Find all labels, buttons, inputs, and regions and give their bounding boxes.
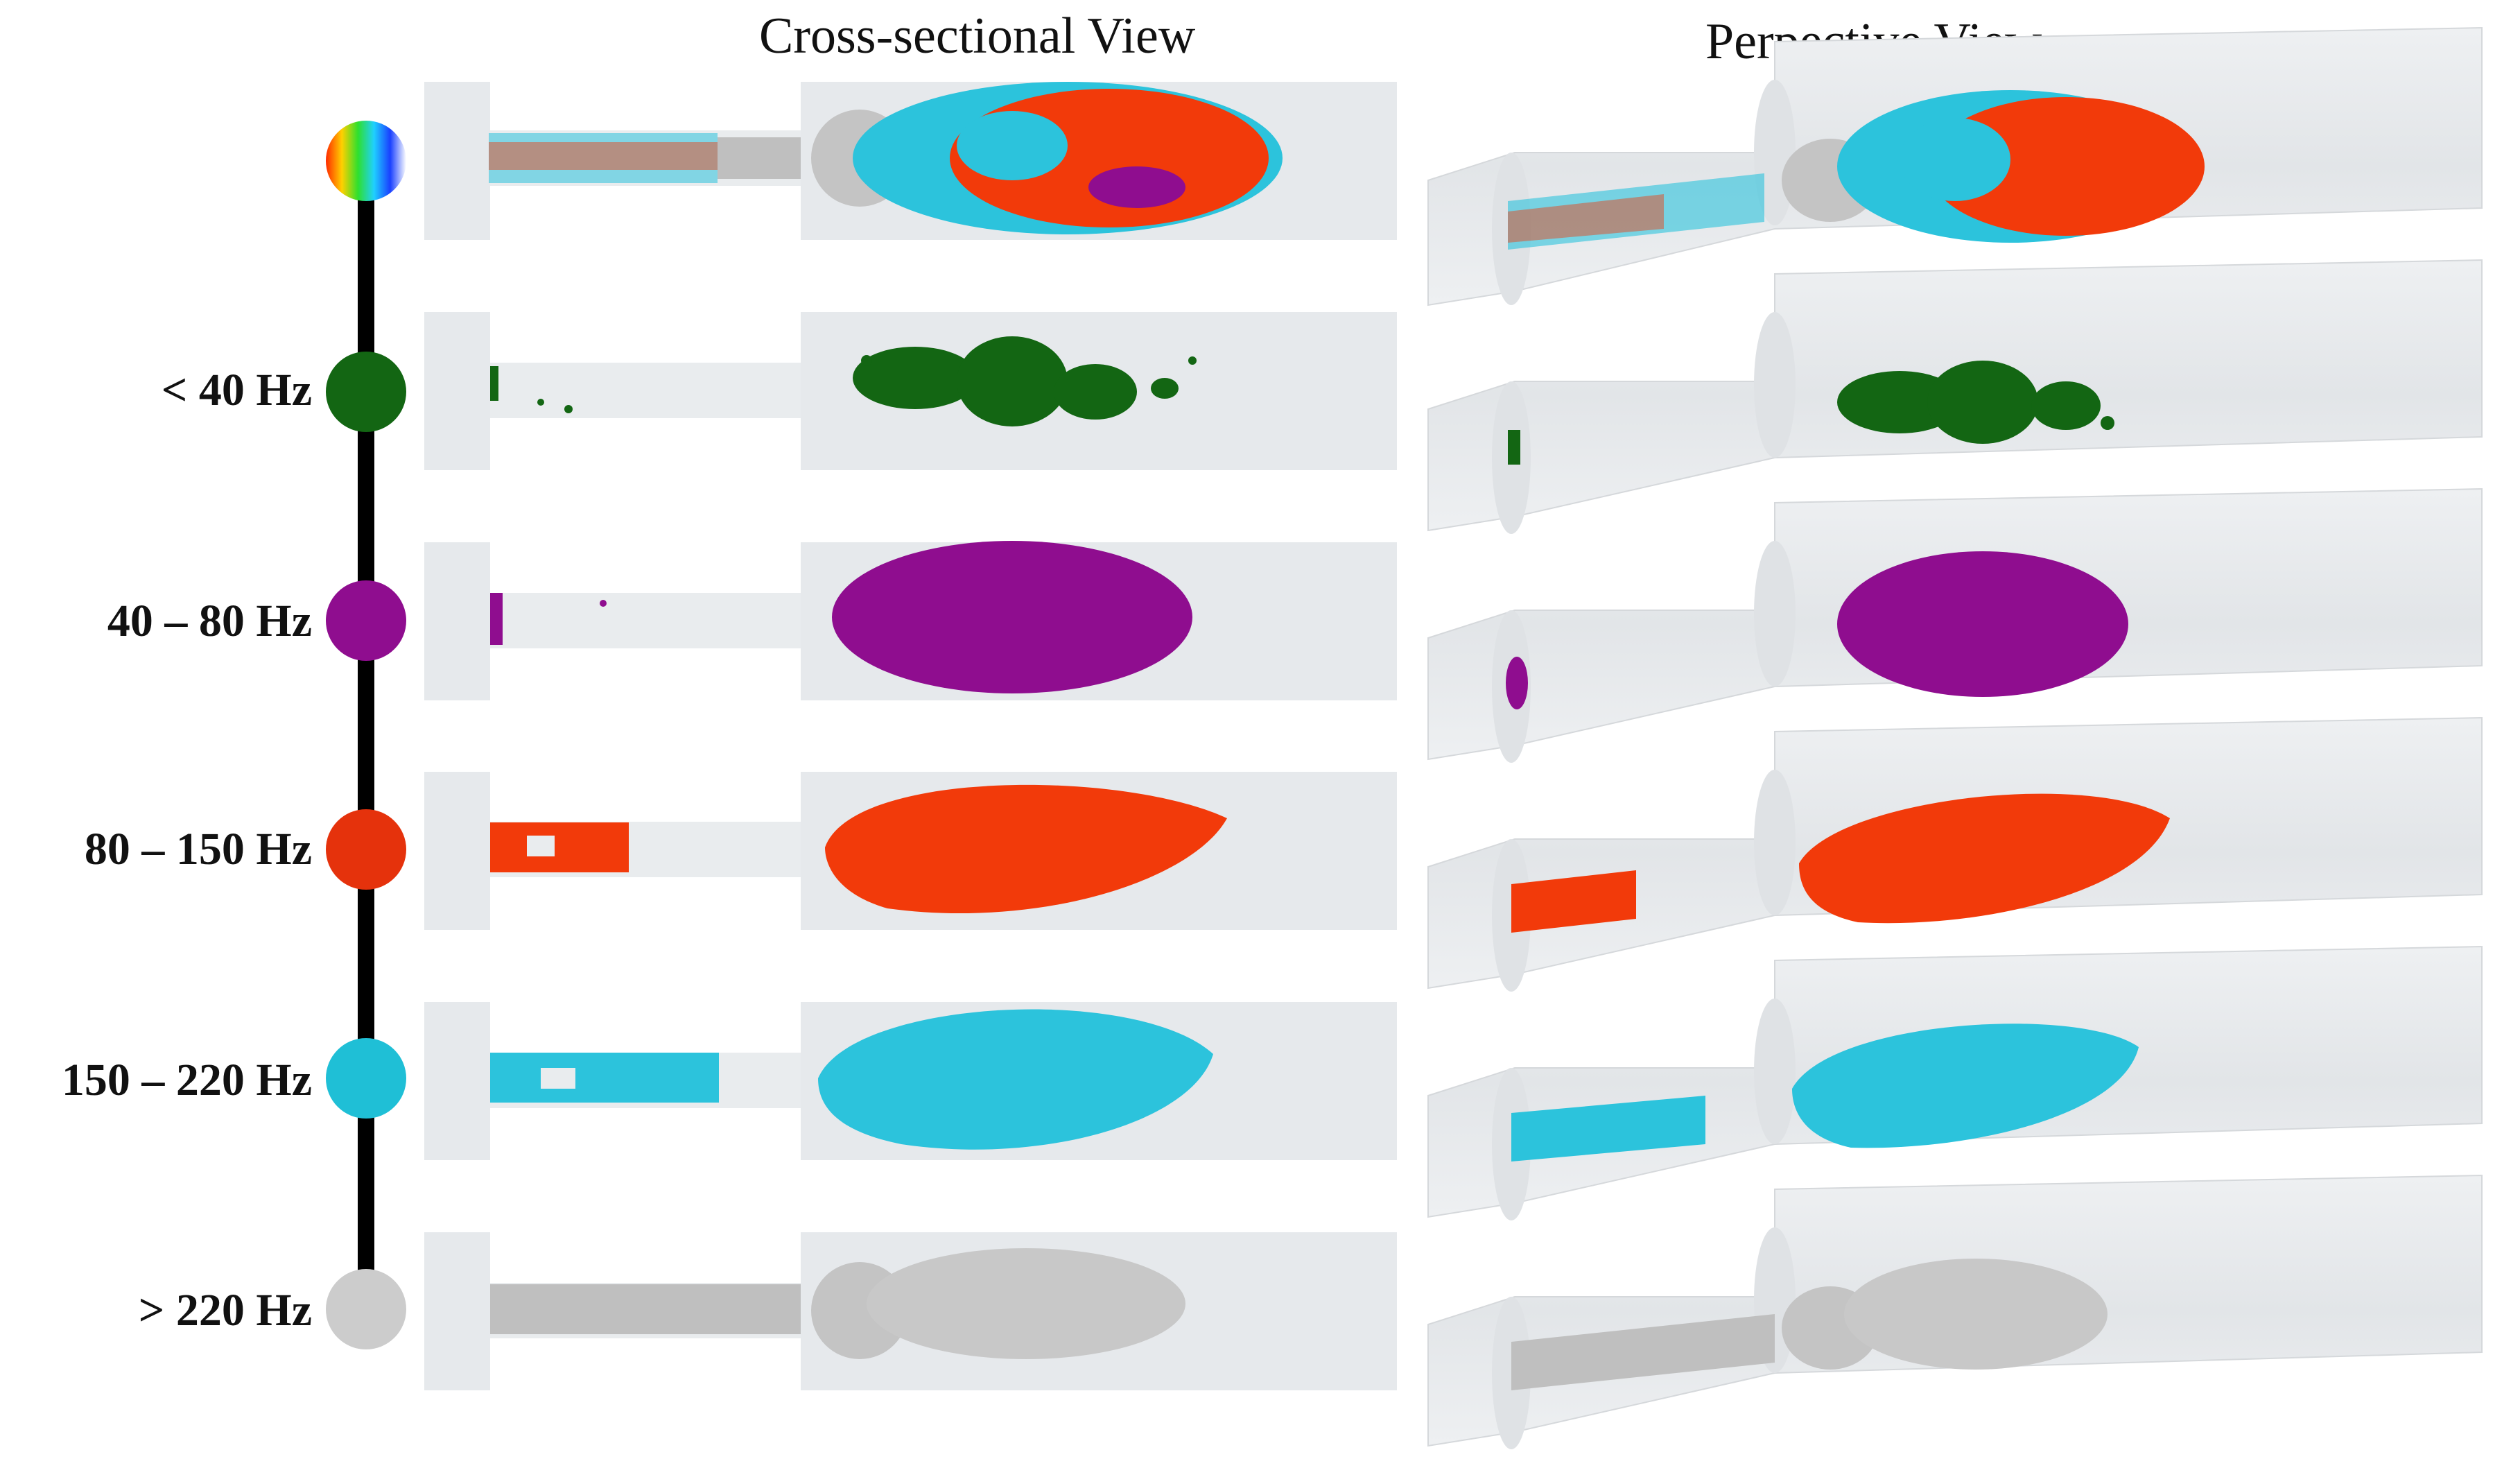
perspective-row-cyan bbox=[1427, 945, 2483, 1220]
cyan-circle-icon bbox=[326, 1038, 406, 1119]
band-label-above-220hz: > 220 Hz bbox=[138, 1285, 312, 1336]
perspective-row-gray bbox=[1427, 1174, 2483, 1449]
band-label-150-220hz: 150 – 220 Hz bbox=[61, 1055, 312, 1105]
band-label-below-40hz: < 40 Hz bbox=[161, 365, 312, 415]
cross-sectional-view-title: Cross-sectional View bbox=[759, 8, 1196, 64]
cross-section-row-purple bbox=[424, 541, 1397, 700]
perspective-row-orange bbox=[1427, 716, 2483, 992]
cross-section-row-cyan bbox=[424, 1002, 1397, 1160]
cross-section-row-gray bbox=[424, 1232, 1397, 1390]
perspective-row-green bbox=[1427, 259, 2483, 534]
cross-section-row-orange bbox=[424, 772, 1397, 930]
rainbow-circle-icon bbox=[326, 121, 406, 201]
band-label-80-150hz: 80 – 150 Hz bbox=[84, 824, 312, 874]
green-circle-icon bbox=[326, 352, 406, 432]
band-label-40-80hz: 40 – 80 Hz bbox=[107, 596, 312, 646]
perspective-row-all bbox=[1427, 26, 2483, 307]
perspective-row-purple bbox=[1427, 487, 2483, 763]
gray-circle-icon bbox=[326, 1269, 406, 1349]
cross-section-row-all bbox=[424, 82, 1397, 240]
cross-section-row-green bbox=[424, 312, 1397, 470]
orange-circle-icon bbox=[326, 809, 406, 890]
purple-circle-icon bbox=[326, 580, 406, 661]
